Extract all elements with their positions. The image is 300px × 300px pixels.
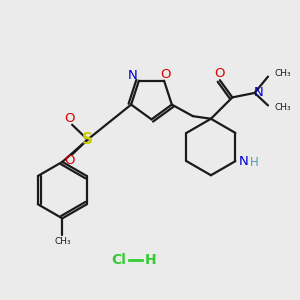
- Text: H: H: [250, 156, 259, 169]
- Text: CH₃: CH₃: [54, 237, 70, 246]
- Text: O: O: [160, 68, 171, 81]
- Text: CH₃: CH₃: [274, 68, 291, 77]
- Text: O: O: [64, 112, 75, 125]
- FancyBboxPatch shape: [3, 3, 297, 297]
- Text: O: O: [64, 154, 75, 167]
- Text: Cl: Cl: [111, 253, 126, 267]
- Text: H: H: [145, 253, 156, 267]
- Text: N: N: [128, 69, 137, 82]
- Text: S: S: [82, 132, 93, 147]
- Text: CH₃: CH₃: [274, 103, 291, 112]
- Text: N: N: [254, 86, 264, 99]
- Text: N: N: [239, 154, 249, 168]
- Text: O: O: [214, 67, 224, 80]
